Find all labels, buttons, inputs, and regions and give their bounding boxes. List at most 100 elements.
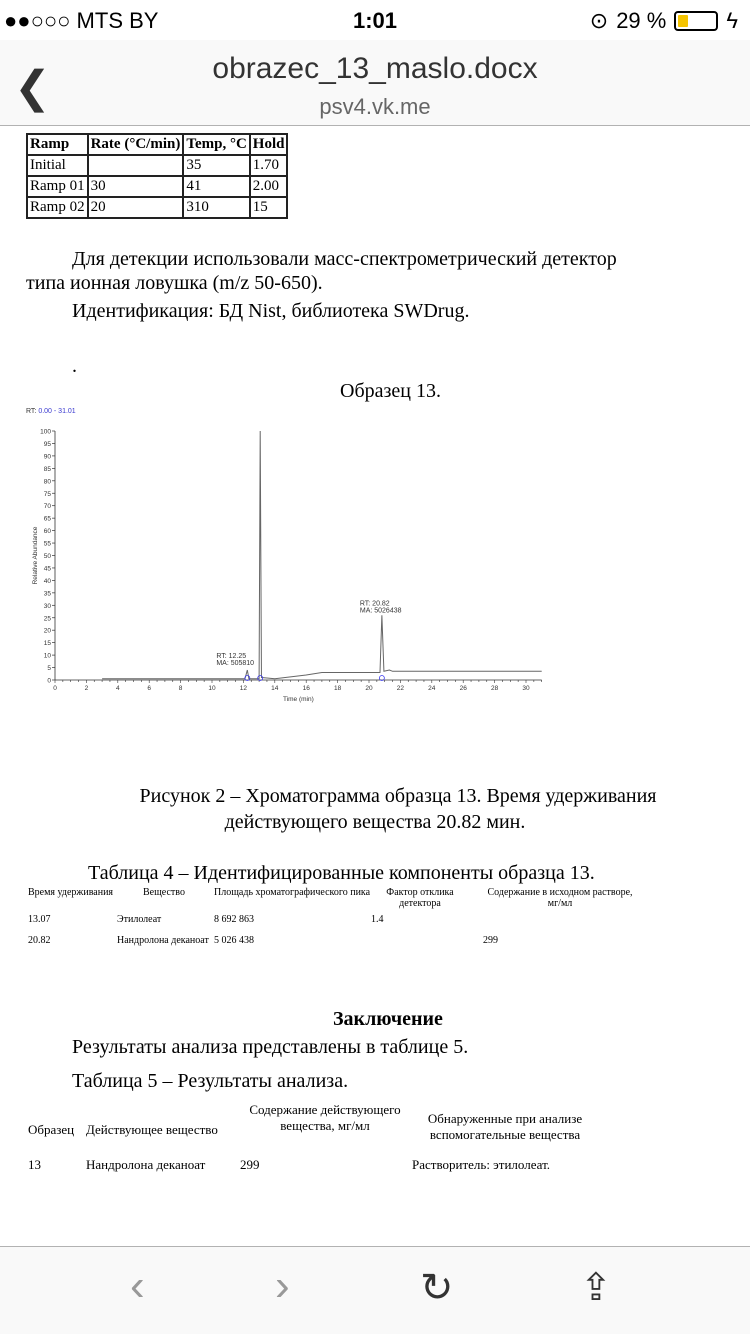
identification-text: Идентификация: БД Nist, библиотека SWDru… [72,300,470,322]
table-cell: 1.70 [248,154,289,177]
clock: 1:01 [352,8,398,33]
table-cell: 41 [182,175,251,198]
paragraph: Для детекции использовали масс-спектроме… [72,248,722,271]
y-tick-label: 35 [44,590,52,597]
nav-bar: ❮ obrazec_13_maslo.docx psv4.vk.me [0,40,750,126]
status-bar: ●●○○○ MTS BY 1:01 ⊙ 29 % ϟ [0,0,750,40]
table-cell: Hold [248,133,289,156]
reload-button[interactable]: ↻ [420,1266,454,1310]
x-tick-label: 14 [271,685,279,692]
table-row: Ramp 01 30 41 2.00 [26,175,289,198]
table-cell: Ramp [26,133,89,156]
annotation-ma: MA: 505810 [216,660,254,667]
y-tick-label: 20 [44,628,52,635]
x-tick-label: 30 [522,685,530,692]
x-tick-label: 12 [240,685,248,692]
table-header: Действующее вещество [86,1122,218,1137]
conclusion-heading: Заключение [333,1008,443,1030]
rotation-lock-icon: ⊙ [589,8,609,33]
y-tick-label: 70 [44,503,52,510]
chromatogram-chart: RT: 0.00 - 31.01051015202530354045505560… [26,408,543,703]
x-tick-label: 4 [116,685,120,692]
charging-icon: ϟ [726,8,738,33]
annotation-rt: RT: 12.25 [216,653,246,660]
table-cell: Ramp 01 [26,175,89,198]
figure-caption: действующего вещества 20.82 мин. [224,811,526,833]
table-cell: Растворитель: этилолеат. [412,1157,551,1172]
table-cell: 1.4 [371,914,384,925]
table-row: Ramp Rate (°C/min) Temp, °C Hold [26,133,289,156]
table-header: Содержание действующего вещества, мг/мл [249,1102,401,1133]
y-tick-label: 90 [44,453,52,460]
x-tick-label: 26 [460,685,468,692]
y-tick-label: 30 [44,603,52,610]
figure-caption: Рисунок 2 – Хроматограмма образца 13. Вр… [139,785,657,807]
peak-marker [257,675,264,681]
table-cell: Temp, °C [182,133,251,156]
x-tick-label: 2 [85,685,89,692]
table-cell: Этилолеат [117,914,162,925]
table-header: Площадь хроматографического пика [214,887,371,898]
y-axis-label: Relative Abundance [32,526,39,584]
table-cell: Нандролона деканоат [86,1157,206,1172]
browser-toolbar: ‹ › ↻ ⇪ [0,1246,750,1334]
table-header: Фактор отклика детектора [386,887,454,909]
conclusion-text: Результаты анализа представлены в таблиц… [72,1036,469,1058]
x-tick-label: 20 [365,685,373,692]
table-header: Образец [28,1122,75,1137]
forward-button[interactable]: › [275,1261,290,1310]
y-tick-label: 85 [44,466,52,473]
table-cell: Ramp 02 [26,196,89,219]
back-icon[interactable]: ❮ [14,63,51,112]
table-cell [86,154,185,177]
table-cell: 20 [86,196,185,219]
y-tick-label: 0 [47,678,51,685]
table-header: Обнаруженные при анализе вспомогательные… [427,1111,583,1142]
share-button[interactable]: ⇪ [580,1267,612,1309]
table-cell: 5 026 438 [214,935,254,946]
x-tick-label: 28 [491,685,499,692]
y-tick-label: 80 [44,478,52,485]
y-tick-label: 100 [40,429,51,436]
y-tick-label: 50 [44,553,52,560]
table-cell: 15 [248,196,289,219]
back-button[interactable]: ‹ [130,1261,145,1310]
y-tick-label: 15 [44,640,52,647]
peak-marker [244,675,251,681]
y-tick-label: 40 [44,578,52,585]
dot: . [72,355,77,377]
document-title: obrazec_13_maslo.docx [212,52,538,85]
chromatogram-trace [102,430,542,680]
table-cell: 13 [28,1157,41,1172]
table-cell: 2.00 [248,175,289,198]
battery-percent: 29 % [616,8,667,33]
y-tick-label: 95 [44,441,52,448]
peak-marker [378,675,385,681]
table-cell: 35 [182,154,251,177]
x-tick-label: 22 [397,685,405,692]
table-cell: Initial [26,154,89,177]
table-cell: 8 692 863 [214,914,254,925]
table-row: Ramp 02 20 310 15 [26,196,289,219]
table-cell: 30 [86,175,185,198]
table-cell: Нандролона деканоат [117,935,209,946]
y-tick-label: 25 [44,615,52,622]
table4-title: Таблица 4 – Идентифицированные компонент… [88,862,595,884]
x-tick-label: 24 [428,685,436,692]
paragraph-line: типа ионная ловушка (m/z 50-650). [26,272,323,294]
y-tick-label: 5 [47,665,51,672]
y-tick-label: 45 [44,565,52,572]
x-axis-label: Time (min) [283,696,314,703]
table-header: Вещество [143,887,185,898]
y-tick-label: 75 [44,491,52,498]
table5-title: Таблица 5 – Результаты анализа. [72,1070,349,1092]
x-tick-label: 0 [53,685,57,692]
y-tick-label: 60 [44,528,52,535]
table-cell: 299 [483,935,498,946]
sample-title: Образец 13. [340,380,441,402]
table-cell: Rate (°C/min) [86,133,185,156]
annotation-rt: RT: 20.82 [360,600,390,607]
x-tick-label: 10 [208,685,216,692]
table-cell: 310 [182,196,251,219]
table-header: Время удерживания [28,887,114,898]
